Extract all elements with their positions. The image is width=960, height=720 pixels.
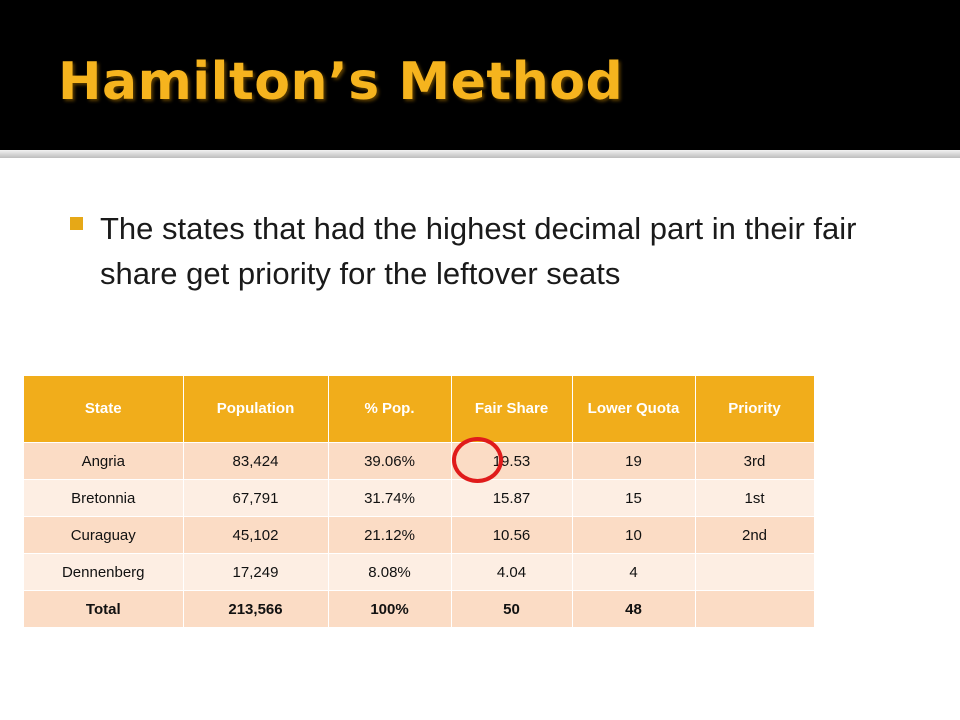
cell-priority	[695, 553, 815, 591]
cell-pct-pop: 39.06%	[328, 442, 452, 480]
header-lower-quota: Lower Quota	[572, 376, 696, 443]
cell-pct-pop: 100%	[328, 590, 452, 628]
cell-pct-pop: 21.12%	[328, 516, 452, 554]
cell-population: 83,424	[183, 442, 329, 480]
cell-lower-quota: 4	[572, 553, 696, 591]
cell-state: Bretonnia	[24, 479, 184, 517]
cell-pct-pop: 8.08%	[328, 553, 452, 591]
apportionment-table: State Population % Pop. Fair Share Lower…	[24, 376, 815, 628]
cell-state: Curaguay	[24, 516, 184, 554]
cell-population: 213,566	[183, 590, 329, 628]
cell-lower-quota: 10	[572, 516, 696, 554]
table-header-row: State Population % Pop. Fair Share Lower…	[24, 376, 815, 443]
table-total-row: Total 213,566 100% 50 48	[24, 590, 815, 628]
table-row: Dennenberg 17,249 8.08% 4.04 4	[24, 553, 815, 591]
slide-title: Hamilton’s Method	[58, 52, 624, 112]
cell-lower-quota: 48	[572, 590, 696, 628]
cell-state: Dennenberg	[24, 553, 184, 591]
cell-fair-share: 4.04	[451, 553, 573, 591]
header-pct-pop: % Pop.	[328, 376, 452, 443]
table-row: Angria 83,424 39.06% 19.53 19 3rd	[24, 442, 815, 480]
header-state: State	[24, 376, 184, 443]
header-priority: Priority	[695, 376, 815, 443]
cell-population: 17,249	[183, 553, 329, 591]
table-row: Curaguay 45,102 21.12% 10.56 10 2nd	[24, 516, 815, 554]
title-divider	[0, 150, 960, 158]
cell-lower-quota: 19	[572, 442, 696, 480]
cell-fair-share: 10.56	[451, 516, 573, 554]
cell-priority: 2nd	[695, 516, 815, 554]
annotation-circle	[452, 437, 503, 483]
square-bullet-icon	[70, 217, 83, 230]
cell-pct-pop: 31.74%	[328, 479, 452, 517]
cell-priority: 3rd	[695, 442, 815, 480]
cell-lower-quota: 15	[572, 479, 696, 517]
cell-population: 45,102	[183, 516, 329, 554]
cell-fair-share: 50	[451, 590, 573, 628]
header-population: Population	[183, 376, 329, 443]
cell-priority: 1st	[695, 479, 815, 517]
cell-fair-share: 15.87	[451, 479, 573, 517]
header-fair-share: Fair Share	[451, 376, 573, 443]
cell-state: Angria	[24, 442, 184, 480]
cell-priority	[695, 590, 815, 628]
cell-state: Total	[24, 590, 184, 628]
title-band: Hamilton’s Method	[0, 0, 960, 150]
cell-population: 67,791	[183, 479, 329, 517]
bullet-text: The states that had the highest decimal …	[100, 211, 857, 291]
table-row: Bretonnia 67,791 31.74% 15.87 15 1st	[24, 479, 815, 517]
